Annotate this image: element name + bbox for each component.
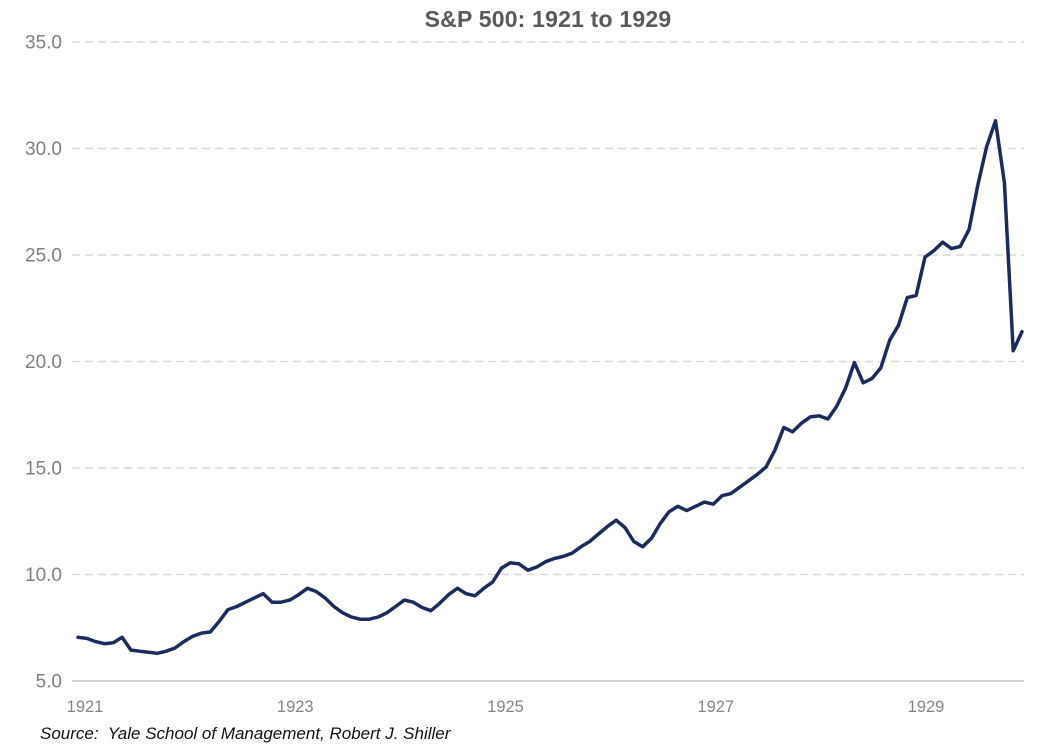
x-tick-label: 1929 [908,698,945,716]
x-tick-label: 1921 [67,698,104,716]
y-tick-label: 10.0 [25,565,62,586]
price-line-series [76,119,1024,656]
y-tick-label: 30.0 [25,139,62,160]
y-tick-label: 15.0 [25,459,62,480]
x-tick-label: 1925 [487,698,524,716]
x-tick-label: 1923 [277,698,314,716]
chart-title: S&P 500: 1921 to 1929 [424,6,672,32]
y-tick-label: 20.0 [25,352,62,373]
y-tick-label: 25.0 [25,246,62,267]
source-note: Source: Yale School of Management, Rober… [40,724,451,743]
y-tick-label: 5.0 [36,672,62,693]
y-tick-label: 35.0 [25,33,62,54]
x-tick-label: 1927 [697,698,734,716]
